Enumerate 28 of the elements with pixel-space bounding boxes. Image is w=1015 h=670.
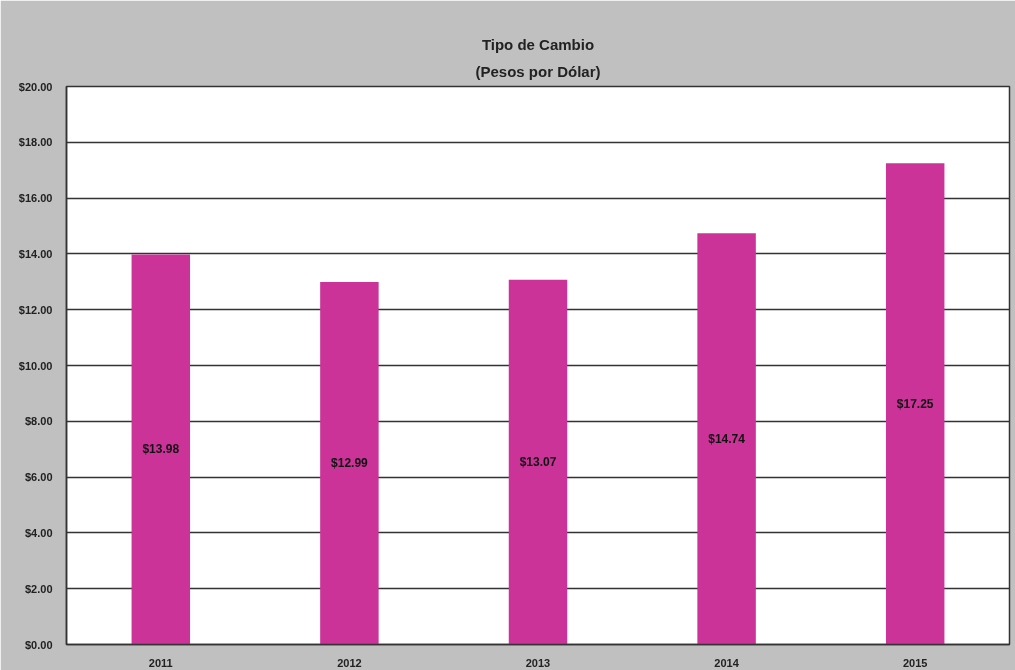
y-tick-label: $12.00 bbox=[18, 303, 53, 316]
y-tick-label: $20.00 bbox=[18, 80, 53, 93]
data-label: $13.98 bbox=[142, 442, 180, 457]
chart-title: Tipo de Cambio bbox=[481, 35, 595, 53]
y-tick-label: $10.00 bbox=[18, 359, 53, 372]
y-tick-label: $14.00 bbox=[18, 247, 53, 260]
bar bbox=[131, 254, 191, 645]
y-tick-label: $8.00 bbox=[24, 415, 53, 428]
bar bbox=[320, 282, 379, 645]
x-tick-label: 2011 bbox=[148, 656, 173, 669]
y-tick-label: $4.00 bbox=[24, 526, 53, 539]
bar bbox=[885, 163, 945, 645]
x-tick-label: 2014 bbox=[714, 656, 740, 669]
bar bbox=[508, 279, 568, 645]
y-tick-label: $16.00 bbox=[18, 192, 53, 205]
y-tick-label: $0.00 bbox=[24, 638, 53, 651]
y-tick-label: $18.00 bbox=[18, 136, 53, 149]
x-tick-label: 2015 bbox=[902, 656, 928, 669]
y-tick-label: $2.00 bbox=[24, 582, 53, 595]
y-tick-label: $6.00 bbox=[24, 471, 53, 484]
data-label: $17.25 bbox=[896, 396, 934, 411]
chart-subtitle: (Pesos por Dólar) bbox=[475, 62, 601, 80]
x-tick-label: 2013 bbox=[525, 656, 551, 669]
x-tick-label: 2012 bbox=[337, 656, 362, 669]
data-label: $12.99 bbox=[331, 456, 369, 471]
data-label: $13.07 bbox=[519, 455, 557, 470]
bar bbox=[697, 233, 756, 645]
data-label: $14.74 bbox=[708, 431, 746, 446]
